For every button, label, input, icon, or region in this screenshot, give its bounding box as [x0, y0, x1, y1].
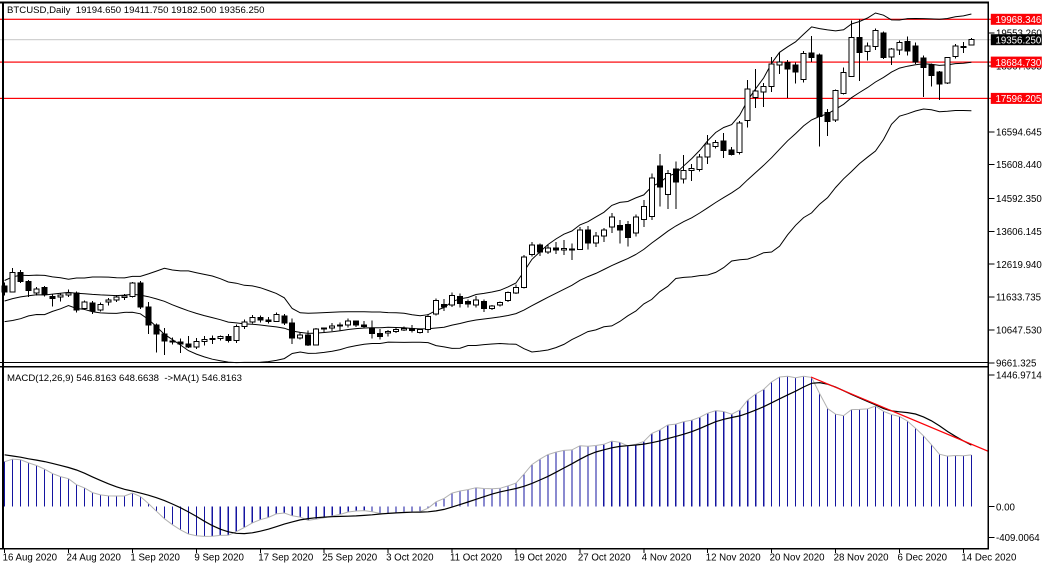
svg-text:10647.530: 10647.530: [996, 326, 1042, 337]
svg-text:0.00: 0.00: [996, 502, 1015, 513]
svg-text:1446.9714: 1446.9714: [996, 370, 1042, 381]
svg-text:18684.730: 18684.730: [996, 58, 1042, 69]
svg-text:6 Dec 2020: 6 Dec 2020: [898, 553, 948, 564]
svg-text:27 Oct 2020: 27 Oct 2020: [578, 553, 631, 564]
svg-text:MACD(12,26,9) 546.8163 648.663: MACD(12,26,9) 546.8163 648.6638 ->MA(1) …: [7, 373, 242, 384]
svg-text:13606.145: 13606.145: [996, 227, 1042, 238]
svg-text:12619.940: 12619.940: [996, 260, 1042, 271]
svg-text:28 Nov 2020: 28 Nov 2020: [834, 553, 890, 564]
svg-text:20 Nov 2020: 20 Nov 2020: [770, 553, 826, 564]
svg-text:9661.325: 9661.325: [996, 359, 1036, 370]
svg-text:19968.346: 19968.346: [996, 15, 1042, 26]
svg-text:-409.0064: -409.0064: [996, 533, 1040, 544]
svg-text:19356.250: 19356.250: [996, 36, 1042, 47]
svg-text:4 Nov 2020: 4 Nov 2020: [642, 553, 692, 564]
svg-text:25 Sep 2020: 25 Sep 2020: [322, 553, 378, 564]
svg-text:15608.440: 15608.440: [996, 160, 1042, 171]
svg-text:17 Sep 2020: 17 Sep 2020: [258, 553, 314, 564]
svg-text:3 Oct 2020: 3 Oct 2020: [386, 553, 434, 564]
svg-text:11633.735: 11633.735: [996, 293, 1041, 304]
svg-text:17596.205: 17596.205: [996, 94, 1042, 105]
svg-text:11 Oct 2020: 11 Oct 2020: [450, 553, 503, 564]
svg-text:24 Aug 2020: 24 Aug 2020: [67, 553, 122, 564]
svg-text:16594.645: 16594.645: [996, 127, 1042, 138]
svg-text:12 Nov 2020: 12 Nov 2020: [706, 553, 762, 564]
svg-text:1 Sep 2020: 1 Sep 2020: [130, 553, 180, 564]
svg-text:BTCUSD,Daily 19194.650 19411.: BTCUSD,Daily 19194.650 19411.750 19182.5…: [7, 5, 264, 16]
svg-text:19 Oct 2020: 19 Oct 2020: [514, 553, 567, 564]
svg-text:14592.350: 14592.350: [996, 194, 1042, 205]
svg-text:9 Sep 2020: 9 Sep 2020: [194, 553, 244, 564]
svg-text:14 Dec 2020: 14 Dec 2020: [961, 553, 1017, 564]
svg-text:16 Aug 2020: 16 Aug 2020: [3, 553, 58, 564]
